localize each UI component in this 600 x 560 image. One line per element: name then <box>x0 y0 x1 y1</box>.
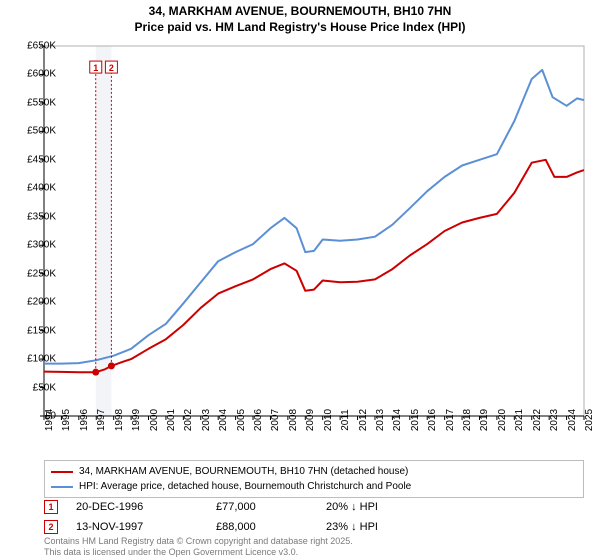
x-tick-label: 2002 <box>183 409 194 431</box>
x-tick-label: 2025 <box>584 409 595 431</box>
x-tick-label: 2011 <box>340 409 351 431</box>
sale-price-2: £88,000 <box>216 521 326 533</box>
legend-swatch-property <box>51 471 73 473</box>
svg-text:1: 1 <box>93 63 98 73</box>
x-tick-label: 1996 <box>79 409 90 431</box>
y-tick-label: £550K <box>27 97 56 108</box>
x-tick-label: 1994 <box>44 409 55 431</box>
chart-title-line2: Price paid vs. HM Land Registry's House … <box>0 20 600 36</box>
sale-marker-1: 1 <box>44 500 58 514</box>
plot-area: 12 <box>44 46 584 416</box>
chart-container: 34, MARKHAM AVENUE, BOURNEMOUTH, BH10 7H… <box>0 0 600 560</box>
sale-row-2: 2 13-NOV-1997 £88,000 23% ↓ HPI <box>44 520 584 534</box>
sale-delta-1: 20% ↓ HPI <box>326 501 436 513</box>
sale-row-1: 1 20-DEC-1996 £77,000 20% ↓ HPI <box>44 500 584 514</box>
x-tick-label: 2021 <box>514 409 525 431</box>
x-tick-label: 2012 <box>358 409 369 431</box>
y-tick-label: £50K <box>33 382 56 393</box>
sale-delta-2: 23% ↓ HPI <box>326 521 436 533</box>
y-tick-label: £600K <box>27 69 56 80</box>
svg-text:2: 2 <box>109 63 114 73</box>
x-tick-label: 2007 <box>270 409 281 431</box>
y-tick-label: £500K <box>27 126 56 137</box>
attribution-line2: This data is licensed under the Open Gov… <box>44 547 353 558</box>
sale-date-2: 13-NOV-1997 <box>76 521 216 533</box>
y-tick-label: £250K <box>27 268 56 279</box>
y-tick-label: £650K <box>27 41 56 52</box>
legend-label-property: 34, MARKHAM AVENUE, BOURNEMOUTH, BH10 7H… <box>79 464 408 479</box>
y-tick-label: £350K <box>27 211 56 222</box>
x-tick-label: 1995 <box>61 409 72 431</box>
legend-item-hpi: HPI: Average price, detached house, Bour… <box>51 479 577 494</box>
legend-box: 34, MARKHAM AVENUE, BOURNEMOUTH, BH10 7H… <box>44 460 584 498</box>
y-tick-label: £400K <box>27 183 56 194</box>
x-tick-label: 2022 <box>532 409 543 431</box>
x-tick-label: 2024 <box>567 409 578 431</box>
x-tick-label: 2009 <box>305 409 316 431</box>
x-tick-label: 2004 <box>218 409 229 431</box>
sale-marker-2: 2 <box>44 520 58 534</box>
y-tick-label: £300K <box>27 240 56 251</box>
attribution-block: Contains HM Land Registry data © Crown c… <box>44 536 353 558</box>
y-tick-label: £100K <box>27 354 56 365</box>
x-tick-label: 2018 <box>462 409 473 431</box>
x-tick-label: 2023 <box>549 409 560 431</box>
chart-title-line1: 34, MARKHAM AVENUE, BOURNEMOUTH, BH10 7H… <box>0 4 600 20</box>
x-tick-label: 2016 <box>427 409 438 431</box>
x-tick-label: 1999 <box>131 409 142 431</box>
chart-svg: 12 <box>44 46 584 416</box>
x-tick-label: 2008 <box>288 409 299 431</box>
sale-date-1: 20-DEC-1996 <box>76 501 216 513</box>
x-tick-label: 2005 <box>236 409 247 431</box>
x-tick-label: 2015 <box>410 409 421 431</box>
x-tick-label: 2020 <box>497 409 508 431</box>
x-tick-label: 2001 <box>166 409 177 431</box>
x-tick-label: 2003 <box>201 409 212 431</box>
x-tick-label: 2017 <box>445 409 456 431</box>
x-tick-label: 2000 <box>149 409 160 431</box>
y-tick-label: £450K <box>27 154 56 165</box>
sale-price-1: £77,000 <box>216 501 326 513</box>
chart-title-block: 34, MARKHAM AVENUE, BOURNEMOUTH, BH10 7H… <box>0 0 600 35</box>
x-tick-label: 2013 <box>375 409 386 431</box>
legend-label-hpi: HPI: Average price, detached house, Bour… <box>79 479 411 494</box>
y-tick-label: £150K <box>27 325 56 336</box>
legend-item-property: 34, MARKHAM AVENUE, BOURNEMOUTH, BH10 7H… <box>51 464 577 479</box>
attribution-line1: Contains HM Land Registry data © Crown c… <box>44 536 353 547</box>
x-tick-label: 2014 <box>392 409 403 431</box>
x-tick-label: 2010 <box>323 409 334 431</box>
x-tick-label: 1998 <box>114 409 125 431</box>
y-tick-label: £200K <box>27 297 56 308</box>
x-tick-label: 2019 <box>479 409 490 431</box>
x-tick-label: 2006 <box>253 409 264 431</box>
legend-swatch-hpi <box>51 486 73 488</box>
x-tick-label: 1997 <box>96 409 107 431</box>
